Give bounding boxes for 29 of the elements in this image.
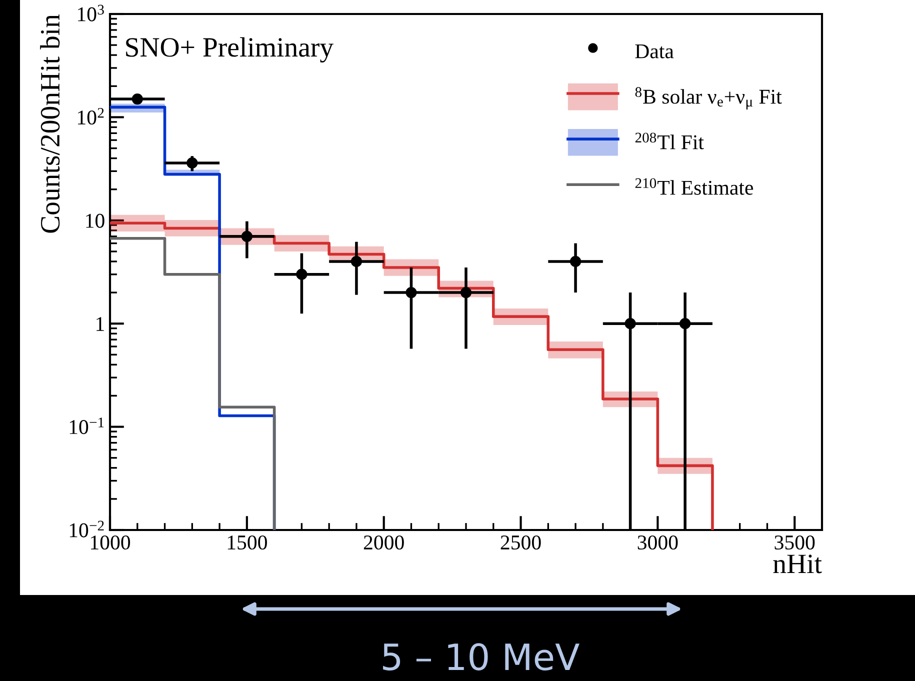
point xyxy=(406,286,417,298)
y-tick-label: 10$^{3}$ xyxy=(78,4,104,22)
y-axis-title: Counts/200nHit bin xyxy=(40,14,60,233)
point xyxy=(350,256,362,268)
text: 5 – 10 MeV xyxy=(383,643,580,670)
x-tick-label: 2000 xyxy=(364,535,404,550)
point xyxy=(241,230,252,242)
x-tick-label: 2500 xyxy=(500,535,541,550)
x-tick-label: 1500 xyxy=(228,535,267,550)
x-tick-label: 3500 xyxy=(774,535,815,550)
point xyxy=(296,268,308,280)
x-tick-label: 1000 xyxy=(91,535,130,550)
legend-label: Data xyxy=(635,44,674,58)
legend-label: $^{8}$B solar ν$_{e}$+ν$_{μ}$ Fit xyxy=(635,87,782,110)
x-axis-title: nHit xyxy=(773,554,822,574)
legend-label: $^{210}$Tl Estimate xyxy=(635,178,754,195)
point xyxy=(132,93,143,105)
annotation: SNO+ Preliminary xyxy=(126,37,334,62)
y-tick-label: 10$^{2}$ xyxy=(78,108,104,125)
point xyxy=(624,318,636,330)
point xyxy=(680,318,691,330)
point xyxy=(460,286,472,298)
point xyxy=(186,157,198,169)
legend-label: $^{208}$Tl Fit xyxy=(635,132,704,150)
y-tick-label: 10$^{−1}$ xyxy=(70,418,104,434)
y-tick-label: 1 xyxy=(96,317,104,331)
point xyxy=(570,256,582,268)
x-tick-label: 3000 xyxy=(638,535,678,550)
y-tick-label: 10 xyxy=(86,214,104,228)
